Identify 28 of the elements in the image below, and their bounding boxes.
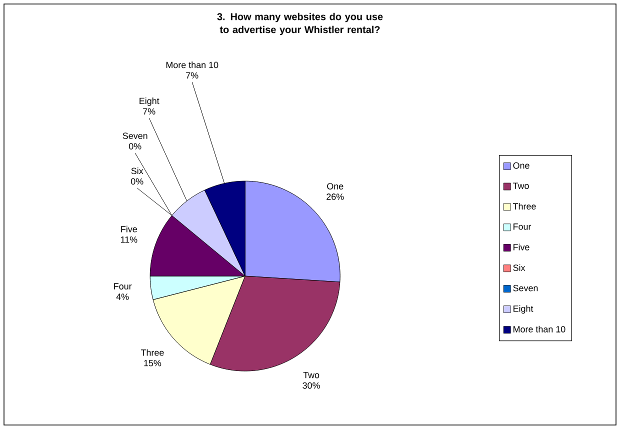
data-label: 4% xyxy=(116,294,129,300)
slice-label: Five xyxy=(121,226,137,232)
data-label: 15% xyxy=(144,360,162,366)
text: 0% xyxy=(128,143,142,150)
legend-label: Four xyxy=(514,224,532,230)
legend-label: Six xyxy=(513,264,526,271)
slice-label: Eight xyxy=(140,98,160,106)
legend-label: Eight xyxy=(514,305,534,314)
category-label: Seven xyxy=(122,132,148,139)
data-label: 7% xyxy=(186,72,198,79)
data-label: 30% xyxy=(302,382,320,389)
slice-label: Four xyxy=(114,283,132,290)
slice-label: One xyxy=(327,183,344,190)
legend-label: Five xyxy=(514,244,530,250)
slice-label: Two xyxy=(303,372,320,378)
chart-title: 3. How many websites do you use to advertise your Whistler rental? xyxy=(217,12,383,36)
slice-label: More than 10 xyxy=(166,62,218,68)
data-label: 11% xyxy=(120,236,138,243)
legend-label: Seven xyxy=(513,284,538,292)
legend-label: One xyxy=(513,162,530,169)
legend-label: Three xyxy=(512,202,536,210)
text: 0% xyxy=(130,178,144,185)
legend-label: More than 10 xyxy=(514,326,566,332)
data-label: 26% xyxy=(326,194,344,200)
legend-label: Two xyxy=(512,182,529,189)
slice-label: Three xyxy=(140,349,164,356)
data-label: 7% xyxy=(143,108,156,115)
category-label: Six xyxy=(131,168,144,174)
